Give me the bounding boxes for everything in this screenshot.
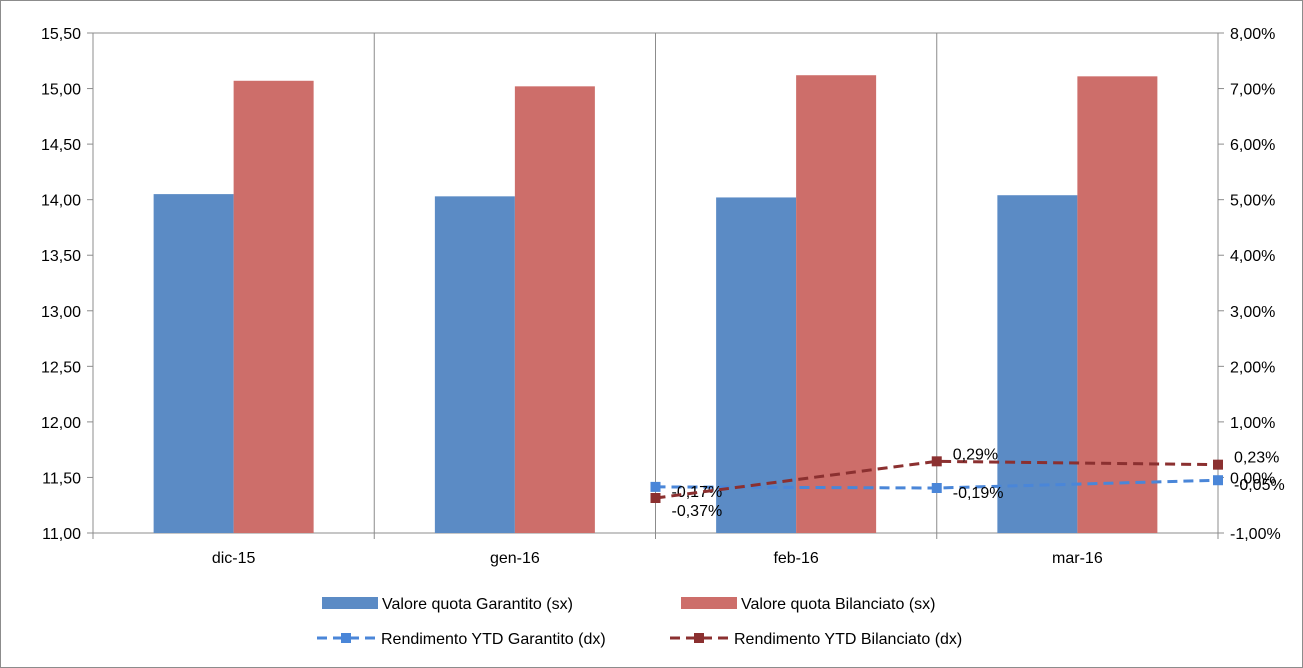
left-axis-tick-label: 11,50	[42, 470, 81, 487]
legend-swatch-bilanciato	[681, 597, 737, 609]
bar-bilanciato	[796, 75, 877, 533]
left-axis-tick-label: 11,00	[42, 526, 81, 543]
bar-garantito	[434, 196, 515, 534]
legend-label-rendimento-bilanciato: Rendimento YTD Bilanciato (dx)	[734, 631, 962, 648]
legend-marker-bilanciato	[694, 633, 704, 643]
right-axis-tick-label: 1,00%	[1230, 415, 1275, 432]
left-axis-tick-label: 12,50	[41, 359, 81, 376]
category-label: gen-16	[490, 550, 540, 567]
category-label: dic-15	[212, 550, 256, 567]
data-label-rendimento-bilanciato: 0,29%	[953, 446, 998, 463]
data-label-rendimento-garantito: -0,19%	[953, 485, 1004, 502]
legend-label-garantito: Valore quota Garantito (sx)	[382, 596, 573, 613]
left-axis-tick-label: 14,00	[41, 193, 81, 210]
marker-rendimento-bilanciato	[650, 493, 661, 503]
right-axis-tick-label: 8,00%	[1230, 26, 1275, 43]
marker-rendimento-bilanciato	[931, 456, 942, 467]
bar-garantito	[716, 197, 797, 533]
marker-rendimento-garantito	[931, 483, 942, 493]
legend-label-rendimento-garantito: Rendimento YTD Garantito (dx)	[381, 631, 606, 648]
bar-bilanciato	[514, 86, 595, 533]
right-axis-tick-label: 2,00%	[1230, 359, 1275, 376]
right-axis-tick-label: 4,00%	[1230, 248, 1275, 265]
data-label-rendimento-bilanciato: -0,37%	[672, 503, 723, 520]
category-label: feb-16	[773, 550, 818, 567]
left-axis-tick-label: 13,00	[41, 304, 81, 321]
legend-swatch-garantito	[322, 597, 378, 609]
data-label-rendimento-garantito: -0,05%	[1234, 477, 1285, 494]
right-axis-tick-label: 3,00%	[1230, 304, 1275, 321]
line-rendimento-bilanciato	[655, 459, 1219, 500]
data-label-rendimento-bilanciato: 0,23%	[1234, 450, 1279, 467]
left-axis-tick-label: 14,50	[41, 137, 81, 154]
right-axis-tick-label: 0,00%	[1230, 470, 1275, 487]
bar-bilanciato	[1077, 76, 1158, 533]
right-axis-tick-label: -1,00%	[1230, 526, 1281, 543]
marker-rendimento-bilanciato	[1213, 459, 1223, 470]
bar-bilanciato	[233, 80, 314, 534]
bar-garantito	[997, 195, 1078, 533]
left-axis-tick-label: 12,00	[41, 415, 81, 432]
right-axis-tick-label: 5,00%	[1230, 193, 1275, 210]
legend-label-bilanciato: Valore quota Bilanciato (sx)	[741, 596, 935, 613]
marker-rendimento-garantito	[1213, 475, 1223, 486]
left-axis-tick-label: 15,50	[41, 26, 81, 43]
marker-rendimento-garantito	[650, 481, 661, 492]
right-axis-tick-label: 7,00%	[1230, 82, 1275, 99]
category-label: mar-16	[1052, 550, 1103, 567]
bar-garantito	[153, 194, 234, 533]
left-axis-tick-label: 15,00	[41, 82, 81, 99]
left-axis-tick-label: 13,50	[41, 248, 81, 265]
right-axis-tick-label: 6,00%	[1230, 137, 1275, 154]
legend-marker-garantito	[341, 633, 351, 643]
